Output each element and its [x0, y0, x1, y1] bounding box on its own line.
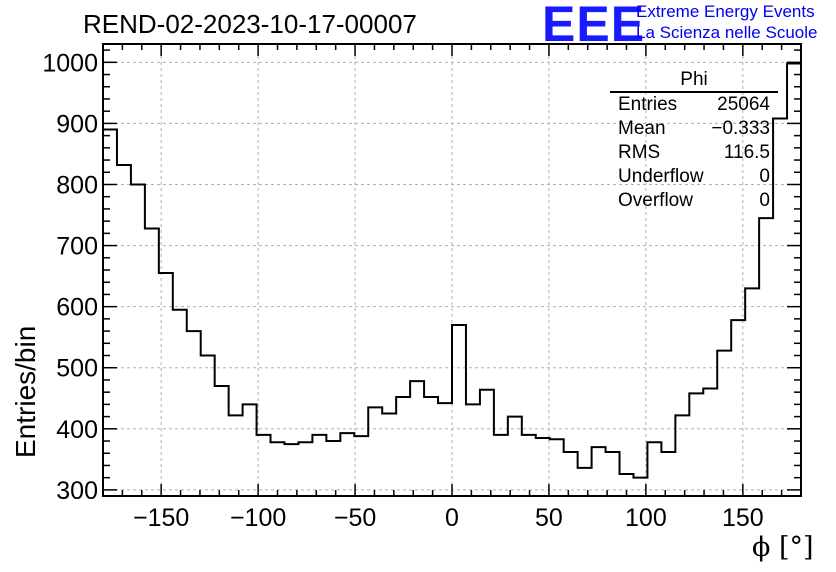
- stats-box: Phi Entries 25064 Mean −0.333 RMS 116.5 Und…: [610, 69, 778, 213]
- histogram-bin: [131, 184, 145, 496]
- x-tick-label: 100: [625, 504, 667, 532]
- histogram-bin: [243, 404, 257, 496]
- histogram-bin: [745, 288, 759, 496]
- histogram-bin: [452, 325, 466, 496]
- histogram-bin: [201, 356, 215, 496]
- stats-key: Mean: [618, 118, 666, 139]
- x-tick-label: 150: [722, 504, 764, 532]
- histogram-bin: [731, 320, 745, 496]
- histogram-bin: [536, 438, 550, 496]
- chart-title: REND-02-2023-10-17-00007: [83, 9, 417, 39]
- stats-key: RMS: [618, 142, 661, 163]
- histogram-bin: [508, 417, 522, 496]
- histogram-bin: [550, 439, 564, 496]
- histogram-bin: [187, 331, 201, 496]
- histogram-bin: [326, 441, 340, 496]
- histogram-series: [103, 62, 801, 496]
- tick-labels: −150 −100 −50 0 50 100 150 300 400 500 600 700 800 90…: [42, 49, 763, 532]
- x-tick-label: −100: [230, 504, 286, 532]
- x-tick-label: 0: [445, 504, 459, 532]
- y-tick-label: 400: [56, 416, 98, 444]
- histogram-bin: [215, 386, 229, 496]
- histogram-bin: [382, 414, 396, 496]
- y-tick-label: 300: [56, 477, 98, 505]
- stats-row-underflow: Underflow 0: [610, 165, 778, 189]
- stats-row-overflow: Overflow 0: [610, 189, 778, 213]
- y-tick-label: 1000: [42, 49, 98, 77]
- logo-line-1: Extreme Energy Events: [636, 2, 815, 21]
- histogram-bin: [159, 273, 173, 496]
- histogram-bin: [675, 415, 689, 496]
- x-tick-label: −150: [133, 504, 189, 532]
- stats-key: Overflow: [618, 190, 693, 211]
- histogram-bin: [703, 388, 717, 496]
- x-tick-label: 50: [535, 504, 563, 532]
- histogram-bin: [368, 407, 382, 496]
- histogram-bin: [145, 228, 159, 496]
- x-tick-label: −50: [334, 504, 376, 532]
- histogram-bin: [494, 435, 508, 496]
- plot-frame: [102, 43, 802, 497]
- histogram-bin: [466, 404, 480, 496]
- histogram-bin: [578, 468, 592, 496]
- histogram-bin: [410, 381, 424, 496]
- histogram-bin: [340, 433, 354, 496]
- histogram-outline: [103, 62, 801, 479]
- y-tick-label: 800: [56, 171, 98, 199]
- x-axis-label: ϕ [°]: [752, 532, 814, 563]
- histogram-bin: [480, 390, 494, 496]
- y-tick-label: 600: [56, 294, 98, 322]
- stats-value: −0.333: [711, 118, 770, 139]
- stats-key: Entries: [618, 94, 678, 115]
- y-axis-label: Entries/bin: [10, 325, 41, 458]
- y-tick-label: 900: [56, 110, 98, 138]
- histogram-bin: [592, 447, 606, 496]
- logo-line-2: La Scienza nelle Scuole: [636, 23, 818, 42]
- y-tick-label: 700: [56, 233, 98, 261]
- histogram-bin: [647, 442, 661, 496]
- histogram-bin: [312, 435, 326, 496]
- stats-row-mean: Mean −0.333: [610, 117, 778, 141]
- histogram-bin: [661, 452, 675, 496]
- y-axis-label-wrap: Entries/bin: [6, 180, 46, 458]
- stats-value: 0: [759, 190, 770, 211]
- y-tick-label: 500: [56, 355, 98, 383]
- histogram-bin: [298, 442, 312, 496]
- histogram-bin: [117, 165, 131, 496]
- stats-value: 25064: [717, 94, 770, 115]
- histogram-bin: [522, 435, 536, 496]
- stats-row-entries: Entries 25064: [610, 93, 778, 117]
- stats-value: 0: [759, 166, 770, 187]
- histogram-bin: [564, 452, 578, 496]
- stats-value: 116.5: [723, 142, 770, 163]
- eee-logo: EEE: [542, 0, 646, 52]
- histogram-bin: [787, 64, 801, 496]
- histogram-bin: [606, 452, 620, 496]
- histogram-bin: [396, 397, 410, 496]
- histogram-bin: [438, 403, 452, 496]
- histogram-bin: [284, 444, 298, 496]
- histogram-bin: [354, 436, 368, 496]
- histogram-bin: [229, 415, 243, 496]
- stats-title: Phi: [610, 69, 778, 93]
- histogram-bin: [689, 393, 703, 496]
- stats-key: Underflow: [618, 166, 704, 187]
- histogram-bin: [173, 310, 187, 496]
- grid-lines: [103, 44, 801, 496]
- stats-row-rms: RMS 116.5: [610, 141, 778, 165]
- histogram-bin: [271, 442, 285, 496]
- histogram-bin: [424, 397, 438, 496]
- histogram-bin: [717, 351, 731, 496]
- histogram-bin: [759, 218, 773, 496]
